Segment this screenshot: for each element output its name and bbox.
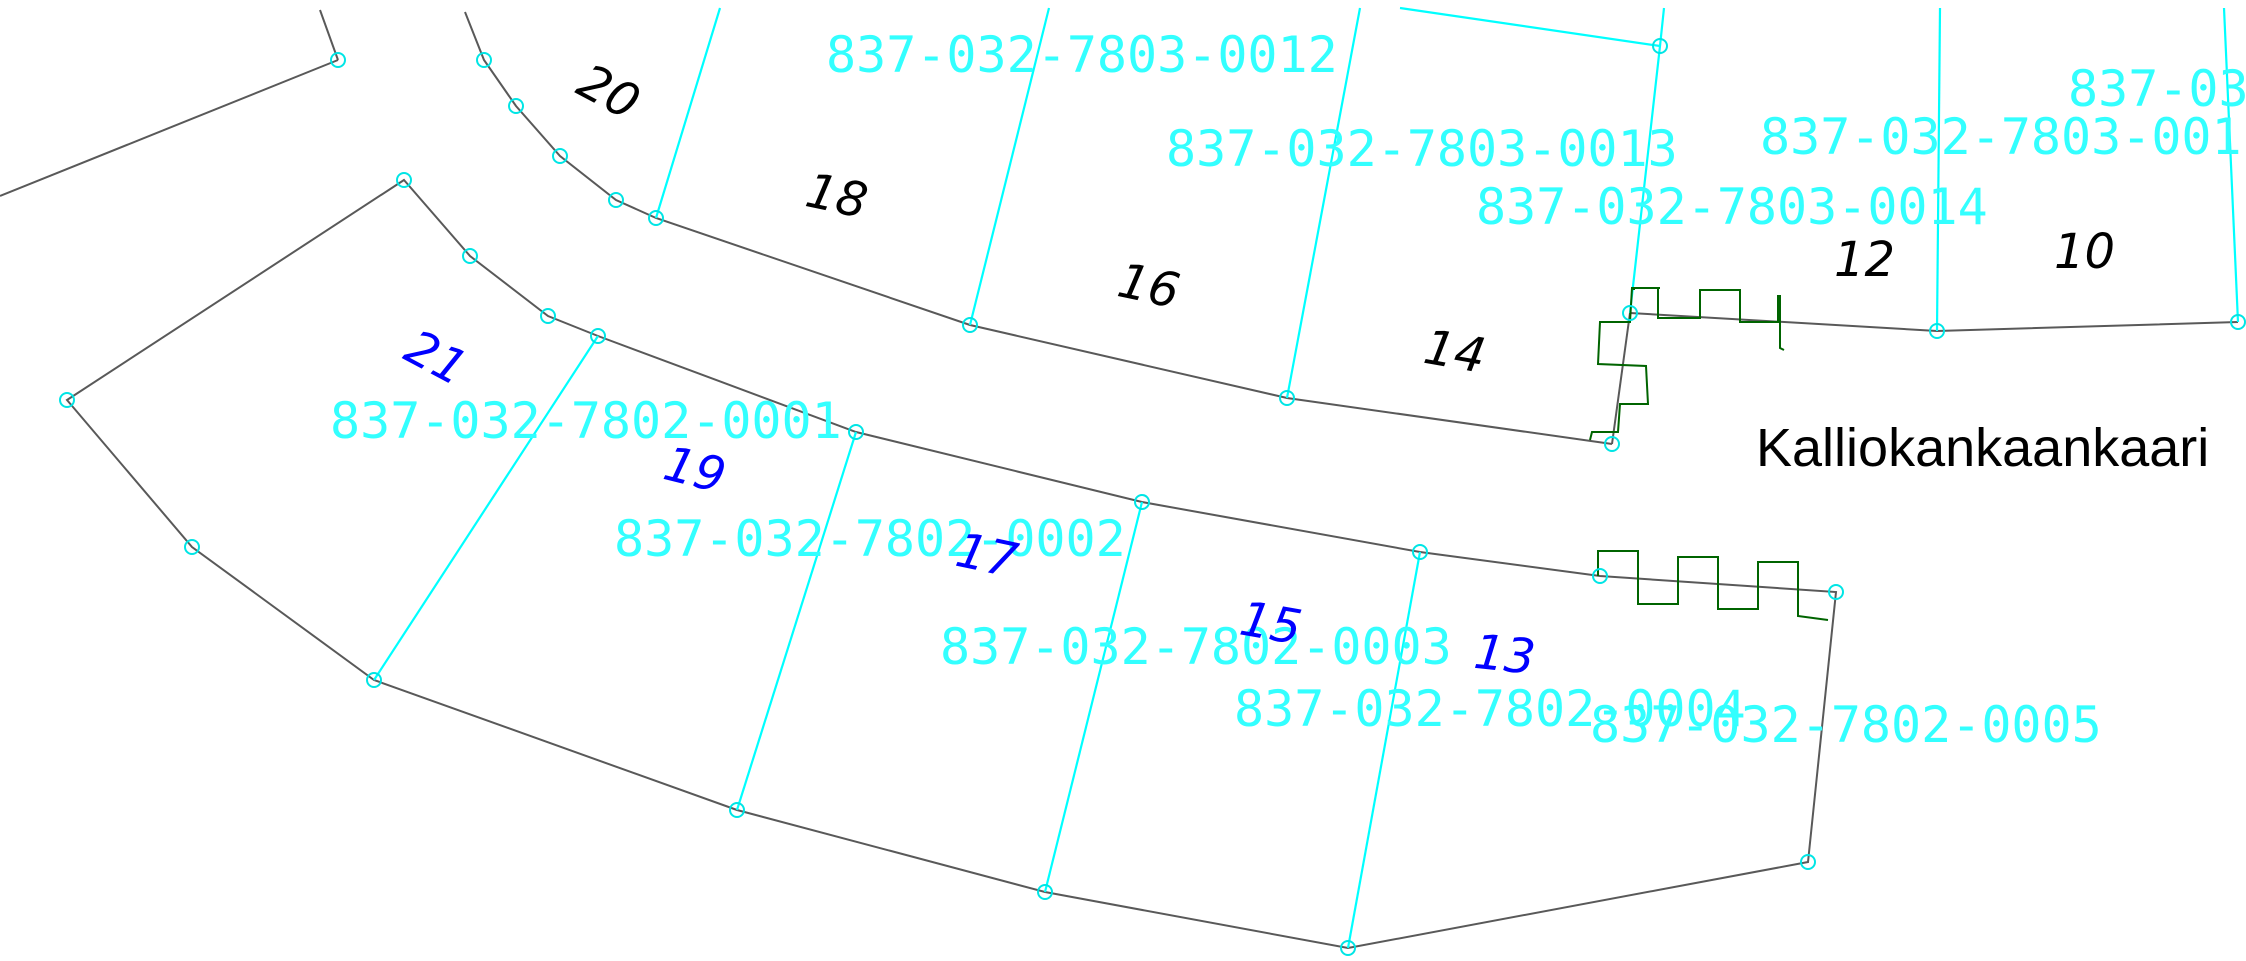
parcel-divider — [735, 431, 858, 811]
vertex-marker — [552, 148, 568, 164]
vertex-marker — [1037, 884, 1053, 900]
vertex-marker — [1279, 390, 1295, 406]
vertex-marker — [476, 52, 492, 68]
parcel-divider — [1628, 7, 1666, 314]
house-number: 20 — [568, 53, 648, 131]
vertex-marker — [648, 210, 664, 226]
house-number: 13 — [1471, 624, 1538, 686]
vertex-marker — [1622, 305, 1638, 321]
parcel-divider — [654, 7, 722, 219]
access-zigzag — [1633, 287, 1785, 351]
boundary-line — [0, 59, 339, 197]
parcel-divider — [1285, 7, 1362, 399]
parcel-id-label: 837-032-7803-001 — [1760, 108, 2242, 166]
vertex-marker — [1828, 584, 1844, 600]
vertex-marker — [608, 192, 624, 208]
boundary-line — [1611, 312, 1631, 445]
access-marker-east — [1589, 287, 1785, 441]
house-number: 16 — [1113, 252, 1184, 319]
north-house-numbers: 20 18 16 14 12 10 — [568, 53, 2115, 385]
house-number: 21 — [396, 319, 476, 397]
vertex-marker — [590, 328, 606, 344]
vertex-marker — [1340, 940, 1356, 956]
vertex-marker — [1652, 38, 1668, 54]
vertex-marker — [1604, 436, 1620, 452]
vertex-marker — [366, 672, 382, 688]
house-number: 14 — [1420, 319, 1490, 385]
vertex-marker — [508, 98, 524, 114]
vertex-marker — [1592, 568, 1608, 584]
parcel-id-label: 837-032-7802-0002 — [614, 510, 1126, 568]
vertex-marker — [1412, 544, 1428, 560]
house-number: 15 — [1236, 591, 1306, 657]
parcel-divider — [2222, 7, 2240, 323]
parcel-divider — [968, 7, 1051, 326]
parcel-id-label: 837-032-7803-0013 — [1166, 120, 1678, 178]
parcel-divider — [373, 335, 599, 681]
south-block-dividers — [373, 335, 1422, 949]
house-number: 10 — [2054, 224, 2115, 280]
parcel-id-label: 837-032-7802-0001 — [330, 392, 842, 450]
vertex-marker — [462, 248, 478, 264]
north-block-front-boundary — [464, 11, 1613, 445]
vertex-marker — [184, 539, 200, 555]
parcel-divider — [1043, 501, 1144, 893]
parcel-id-label: 837-032-7802-0003 — [940, 618, 1452, 676]
house-number: 12 — [1834, 232, 1895, 288]
access-marker-south — [1597, 550, 1829, 621]
parcel-divider — [1346, 551, 1422, 949]
south-block-boundary — [65, 178, 1838, 950]
house-number: 17 — [951, 522, 1023, 590]
boundary-line — [319, 9, 339, 61]
access-zigzag — [1597, 550, 1829, 621]
parcel-divider — [1399, 6, 1661, 48]
parcel-id-label: 837-03 — [2068, 60, 2246, 118]
vertex-marker — [1800, 854, 1816, 870]
parcel-id-label: 837-032-7802-0004 — [1234, 680, 1746, 738]
access-zigzag — [1589, 287, 1660, 441]
south-parcel-ids: 837-032-7802-0001 837-032-7802-0002 837-… — [330, 392, 2102, 754]
vertex-marker — [962, 317, 978, 333]
street-name-label: Kalliokankaankaari — [1756, 418, 2209, 478]
house-number: 18 — [801, 162, 872, 229]
parcel-id-label: 837-032-7802-0005 — [1590, 696, 2102, 754]
vertex-marker — [59, 392, 75, 408]
vertex-marker — [1134, 494, 1150, 510]
vertex-marker — [396, 172, 412, 188]
vertex-marker — [729, 802, 745, 818]
north-parcel-ids: 837-032-7803-0012 837-032-7803-0013 837-… — [826, 26, 2246, 236]
vertex-marker — [330, 52, 346, 68]
boundary-line — [1629, 312, 2239, 333]
vertex-marker — [540, 308, 556, 324]
parcel-id-label: 837-032-7803-0012 — [826, 26, 1338, 84]
vertex-marker — [848, 424, 864, 440]
vertex-markers — [59, 38, 2246, 956]
west-boundary-lines — [0, 9, 339, 197]
north-block-dividers — [654, 6, 2240, 399]
parcel-id-label: 837-032-7803-0014 — [1476, 178, 1988, 236]
parcel-divider — [1935, 7, 1942, 332]
vertex-marker — [1929, 323, 1945, 339]
vertex-marker — [2230, 314, 2246, 330]
